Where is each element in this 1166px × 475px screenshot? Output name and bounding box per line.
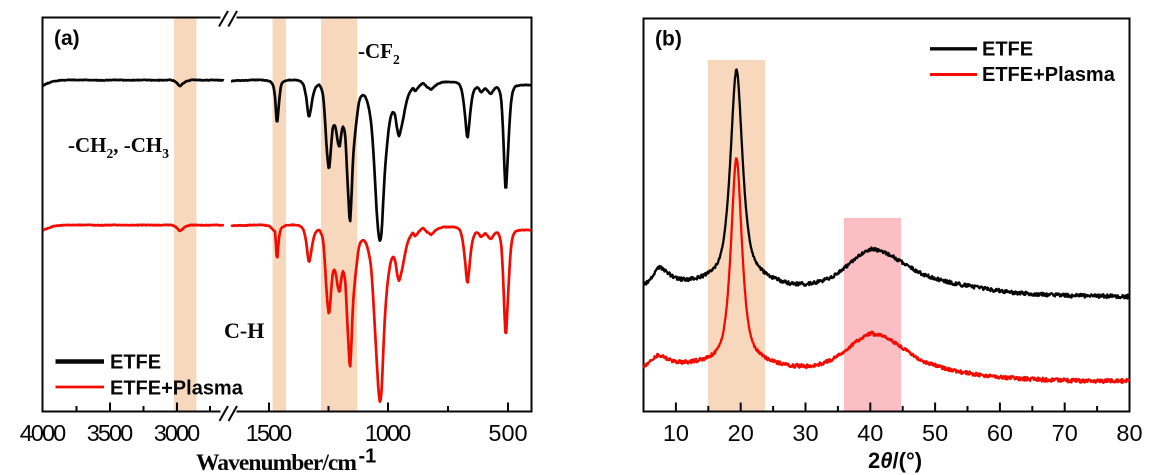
svg-text:ETFE: ETFE <box>982 39 1033 61</box>
svg-text:ETFE: ETFE <box>110 352 161 374</box>
svg-text:10: 10 <box>663 420 689 446</box>
svg-text:-CH2, -CH3: -CH2, -CH3 <box>68 133 169 161</box>
svg-text:-1: -1 <box>359 446 377 468</box>
svg-text:40: 40 <box>857 420 883 446</box>
svg-text:Wavenumber/cm: Wavenumber/cm <box>196 450 357 475</box>
svg-text:30: 30 <box>792 420 818 446</box>
svg-text:1500: 1500 <box>246 420 293 446</box>
svg-text:3500: 3500 <box>87 420 134 446</box>
svg-text:C-H: C-H <box>224 318 264 343</box>
svg-text:60: 60 <box>987 420 1013 446</box>
svg-text:500: 500 <box>488 420 527 446</box>
svg-text:20: 20 <box>728 420 754 446</box>
svg-text:80: 80 <box>1116 420 1142 446</box>
svg-text:70: 70 <box>1052 420 1078 446</box>
svg-text:3000: 3000 <box>154 420 201 446</box>
svg-text:2θ/(°): 2θ/(°) <box>868 448 922 473</box>
svg-text:50: 50 <box>922 420 948 446</box>
svg-text:1000: 1000 <box>365 420 412 446</box>
svg-text:(a): (a) <box>54 27 80 50</box>
svg-text:ETFE+Plasma: ETFE+Plasma <box>110 378 244 400</box>
svg-text:4000: 4000 <box>20 420 67 446</box>
svg-text:ETFE+Plasma: ETFE+Plasma <box>982 64 1116 86</box>
svg-text:(b): (b) <box>655 28 682 51</box>
